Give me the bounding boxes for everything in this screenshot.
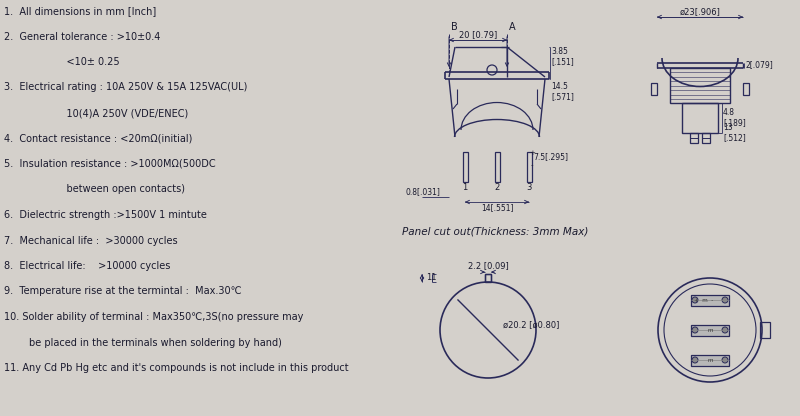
Text: +  m  -: + m - <box>694 297 714 302</box>
Text: 1: 1 <box>462 183 468 192</box>
Text: 14.5
[.571]: 14.5 [.571] <box>551 82 574 102</box>
Text: 3.  Electrical rating : 10A 250V & 15A 125VAC(UL): 3. Electrical rating : 10A 250V & 15A 12… <box>4 82 247 92</box>
Bar <box>495 152 500 182</box>
Bar <box>485 274 491 282</box>
Bar <box>760 322 770 338</box>
Text: <10± 0.25: <10± 0.25 <box>4 57 120 67</box>
Bar <box>702 133 710 143</box>
Text: 4.8
[.189]: 4.8 [.189] <box>723 108 746 127</box>
Text: A: A <box>509 22 516 32</box>
Text: 20 [0.79]: 20 [0.79] <box>459 30 497 39</box>
Text: 7.  Mechanical life :  >30000 cycles: 7. Mechanical life : >30000 cycles <box>4 235 178 245</box>
Bar <box>691 295 729 306</box>
Text: 3: 3 <box>526 183 532 192</box>
Circle shape <box>692 297 698 303</box>
Text: 2.  General tolerance : >10±0.4: 2. General tolerance : >10±0.4 <box>4 32 160 42</box>
Text: 11: 11 <box>426 273 437 282</box>
Circle shape <box>692 357 698 363</box>
Text: 11. Any Cd Pb Hg etc and it's compounds is not include in this product: 11. Any Cd Pb Hg etc and it's compounds … <box>4 363 349 373</box>
Text: 10. Solder ability of terminal : Max350℃,3S(no pressure may: 10. Solder ability of terminal : Max350℃… <box>4 312 303 322</box>
Text: m: m <box>707 357 713 362</box>
Circle shape <box>722 357 728 363</box>
Bar <box>690 133 698 143</box>
Text: +: + <box>529 150 535 156</box>
Text: 4.  Contact resistance : <20mΩ(initial): 4. Contact resistance : <20mΩ(initial) <box>4 134 192 144</box>
Bar <box>743 83 749 95</box>
Circle shape <box>722 297 728 303</box>
Text: 14[.551]: 14[.551] <box>481 203 514 212</box>
Bar <box>527 152 532 182</box>
Text: 1.  All dimensions in mm [Inch]: 1. All dimensions in mm [Inch] <box>4 6 156 16</box>
Text: between open contacts): between open contacts) <box>4 185 185 195</box>
Text: be placed in the terminals when soldering by hand): be placed in the terminals when solderin… <box>4 337 282 347</box>
Bar <box>682 103 718 133</box>
Bar <box>691 355 729 366</box>
Bar <box>463 152 468 182</box>
Circle shape <box>722 327 728 333</box>
Text: ø23[.906]: ø23[.906] <box>679 7 721 16</box>
Circle shape <box>692 327 698 333</box>
Text: 7.5[.295]: 7.5[.295] <box>533 153 568 161</box>
Text: 8.  Electrical life:    >10000 cycles: 8. Electrical life: >10000 cycles <box>4 261 170 271</box>
Text: ø20.2 [ø0.80]: ø20.2 [ø0.80] <box>503 320 559 329</box>
Text: m: m <box>707 327 713 332</box>
Bar <box>691 325 729 336</box>
Text: 5.  Insulation resistance : >1000MΩ(500DC: 5. Insulation resistance : >1000MΩ(500DC <box>4 159 216 169</box>
Text: Panel cut out(Thickness: 3mm Max): Panel cut out(Thickness: 3mm Max) <box>402 227 588 237</box>
Bar <box>670 68 730 103</box>
Text: -: - <box>530 162 534 168</box>
Text: B: B <box>451 22 458 32</box>
Text: 2[.079]: 2[.079] <box>746 60 774 69</box>
Text: 9.  Temperature rise at the termintal :  Max.30℃: 9. Temperature rise at the termintal : M… <box>4 287 242 297</box>
Text: 3.85
[.151]: 3.85 [.151] <box>551 47 574 67</box>
Bar <box>651 83 657 95</box>
Text: 0.8[.031]: 0.8[.031] <box>405 187 440 196</box>
Text: 6.  Dielectric strength :>1500V 1 mintute: 6. Dielectric strength :>1500V 1 mintute <box>4 210 207 220</box>
Text: 13
[.512]: 13 [.512] <box>723 123 746 142</box>
Text: 2: 2 <box>494 183 500 192</box>
Text: 10(4)A 250V (VDE/ENEC): 10(4)A 250V (VDE/ENEC) <box>4 108 188 118</box>
Text: 2.2 [0.09]: 2.2 [0.09] <box>468 261 508 270</box>
